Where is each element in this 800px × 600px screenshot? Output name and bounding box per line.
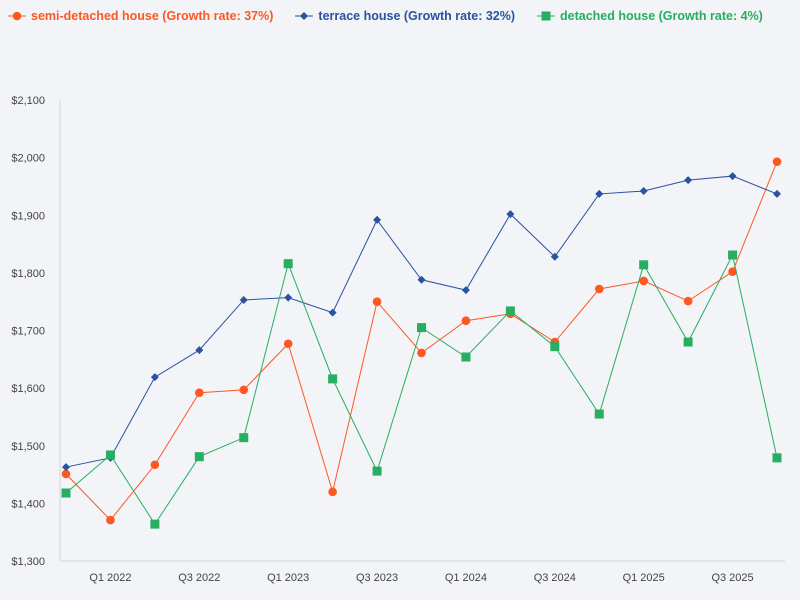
data-point bbox=[283, 259, 293, 269]
legend-label: terrace house (Growth rate: 32%) bbox=[318, 9, 516, 23]
y-tick-label: $1,400 bbox=[11, 498, 45, 510]
data-point bbox=[595, 189, 604, 198]
data-point bbox=[61, 488, 71, 498]
data-point bbox=[683, 296, 693, 306]
x-tick-label: Q1 2022 bbox=[89, 572, 131, 584]
data-point bbox=[150, 373, 159, 382]
series-1 bbox=[62, 172, 781, 472]
legend-marker bbox=[300, 12, 309, 20]
data-point bbox=[461, 316, 471, 326]
series-2 bbox=[61, 250, 782, 529]
data-point bbox=[194, 452, 204, 462]
x-tick-label: Q3 2025 bbox=[711, 572, 753, 584]
series-line bbox=[65, 175, 778, 468]
data-point bbox=[684, 176, 693, 185]
y-tick-label: $2,100 bbox=[11, 95, 45, 107]
data-point bbox=[239, 295, 248, 304]
data-point bbox=[683, 337, 693, 347]
diamond-marker-icon bbox=[295, 12, 314, 20]
data-point bbox=[372, 297, 382, 306]
series-line bbox=[65, 253, 778, 526]
data-point bbox=[239, 433, 249, 443]
y-tick-label: $1,700 bbox=[11, 326, 45, 338]
series-0 bbox=[61, 157, 782, 525]
legend-marker bbox=[541, 11, 551, 21]
y-tick-label: $1,500 bbox=[11, 441, 45, 453]
data-point bbox=[506, 210, 515, 219]
y-tick-label: $1,600 bbox=[11, 383, 45, 395]
square-marker-icon bbox=[537, 11, 556, 21]
x-tick-label: Q1 2024 bbox=[445, 572, 487, 584]
data-point bbox=[594, 409, 604, 419]
y-tick-label: $1,300 bbox=[11, 556, 45, 568]
data-point bbox=[417, 348, 426, 358]
y-tick-label: $1,900 bbox=[11, 210, 45, 222]
data-point bbox=[195, 346, 204, 355]
data-point bbox=[328, 308, 337, 317]
data-point bbox=[328, 487, 337, 497]
data-point bbox=[728, 267, 737, 277]
data-point bbox=[639, 260, 649, 270]
legend: semi-detached house (Growth rate: 37%) te… bbox=[8, 9, 763, 23]
legend-label: semi-detached house (Growth rate: 37%) bbox=[31, 9, 274, 23]
data-point bbox=[505, 306, 515, 316]
data-point bbox=[62, 463, 70, 472]
data-point bbox=[461, 352, 471, 362]
data-point bbox=[239, 385, 249, 395]
data-point bbox=[372, 466, 382, 476]
data-point bbox=[772, 453, 782, 463]
data-point bbox=[773, 189, 781, 198]
data-point bbox=[106, 515, 115, 525]
legend-item[interactable]: detached house (Growth rate: 4%) bbox=[537, 9, 763, 23]
data-point bbox=[328, 374, 338, 384]
data-point bbox=[772, 157, 782, 166]
x-tick-label: Q3 2024 bbox=[534, 572, 576, 584]
legend-label: detached house (Growth rate: 4%) bbox=[560, 9, 763, 23]
data-point bbox=[105, 450, 115, 460]
x-tick-label: Q3 2022 bbox=[178, 572, 220, 584]
legend-item[interactable]: semi-detached house (Growth rate: 37%) bbox=[8, 9, 273, 23]
data-point bbox=[550, 342, 560, 352]
circle-marker-icon bbox=[8, 11, 26, 21]
data-point bbox=[728, 250, 738, 260]
legend-item[interactable]: terrace house (Growth rate: 32%) bbox=[295, 9, 515, 23]
data-point bbox=[417, 323, 426, 333]
x-tick-label: Q3 2023 bbox=[356, 572, 398, 584]
y-tick-label: $2,000 bbox=[11, 153, 45, 165]
x-tick-label: Q1 2025 bbox=[623, 572, 665, 584]
x-tick-label: Q1 2023 bbox=[267, 572, 309, 584]
data-point bbox=[150, 519, 160, 529]
y-tick-label: $1,800 bbox=[11, 268, 45, 280]
data-point bbox=[639, 187, 648, 196]
data-point bbox=[150, 460, 160, 470]
legend-marker bbox=[12, 11, 22, 21]
data-point bbox=[550, 252, 559, 261]
data-point bbox=[373, 215, 382, 224]
data-point bbox=[639, 276, 648, 286]
data-point bbox=[594, 284, 604, 294]
data-point bbox=[284, 293, 293, 302]
data-point bbox=[728, 172, 737, 181]
data-point bbox=[195, 388, 204, 398]
data-point bbox=[461, 286, 470, 295]
series-line bbox=[65, 161, 778, 521]
data-point bbox=[417, 275, 426, 284]
data-point bbox=[283, 339, 293, 349]
data-point bbox=[61, 469, 71, 479]
